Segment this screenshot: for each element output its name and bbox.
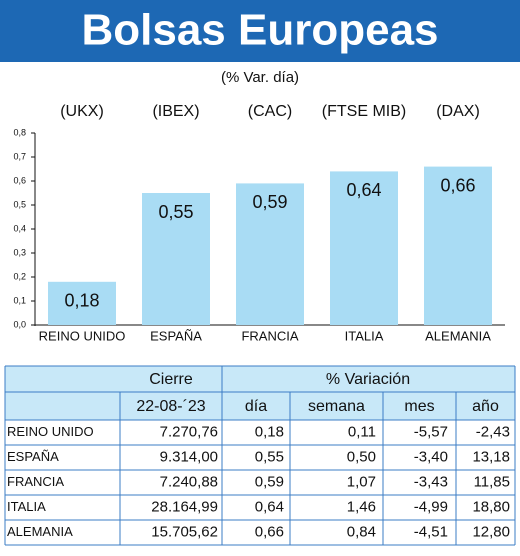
- table-cell: 0,84: [347, 523, 376, 540]
- x-tick-label: ESPAÑA: [150, 328, 202, 343]
- bar: [424, 166, 492, 325]
- x-tick-label: ALEMANIA: [425, 328, 491, 343]
- y-tick-label: 0,7: [13, 151, 26, 161]
- table-cell: 0,66: [255, 523, 284, 540]
- bar: [142, 193, 210, 325]
- y-tick-label: 0,4: [13, 223, 26, 233]
- y-tick-label: 0,0: [13, 319, 26, 329]
- table-cell: 18,80: [472, 498, 510, 515]
- table-header: semana: [308, 398, 365, 415]
- table-cell: 0,64: [255, 498, 284, 515]
- table-cell: 0,55: [255, 448, 284, 465]
- table-cell: 12,80: [472, 523, 510, 540]
- value-label: 0,64: [346, 180, 381, 200]
- table-cell: FRANCIA: [7, 474, 64, 489]
- table-cell: 1,07: [347, 473, 376, 490]
- ticker-label: (CAC): [248, 103, 292, 120]
- table-cell: 28.164,99: [151, 498, 218, 515]
- chart-subtitle: (% Var. día): [221, 69, 299, 86]
- value-label: 0,66: [440, 175, 475, 195]
- table-cell: ITALIA: [7, 499, 46, 514]
- table-cell: -3,40: [414, 448, 448, 465]
- table-header: 22-08-´23: [136, 398, 205, 415]
- y-tick-label: 0,1: [13, 295, 26, 305]
- table-cell: 0,11: [348, 423, 376, 440]
- title-banner: [0, 0, 520, 62]
- y-tick-label: 0,8: [13, 127, 26, 137]
- ticker-label: (UKX): [60, 103, 104, 120]
- table-group-header: % Variación: [326, 371, 410, 388]
- x-tick-label: REINO UNIDO: [39, 328, 126, 343]
- table-cell: 7.270,76: [160, 423, 218, 440]
- value-label: 0,55: [158, 202, 193, 222]
- table-group-header: Cierre: [149, 371, 193, 388]
- table-cell: 7.240,88: [160, 473, 218, 490]
- value-label: 0,59: [252, 192, 287, 212]
- value-label: 0,18: [64, 291, 99, 311]
- table-header: mes: [404, 398, 434, 415]
- y-tick-label: 0,6: [13, 175, 26, 185]
- table-cell: 13,18: [472, 448, 510, 465]
- table-cell: -2,43: [476, 423, 510, 440]
- table-cell: -4,51: [414, 523, 448, 540]
- table-cell: 9.314,00: [160, 448, 218, 465]
- table-cell: REINO UNIDO: [7, 424, 94, 439]
- chart-title: Bolsas Europeas: [81, 6, 438, 55]
- ticker-label: (DAX): [436, 103, 480, 120]
- bar: [330, 171, 398, 325]
- bar: [48, 281, 116, 325]
- y-tick-label: 0,3: [13, 247, 26, 257]
- y-tick-label: 0,5: [13, 199, 26, 209]
- x-tick-label: FRANCIA: [241, 328, 298, 343]
- bar: [236, 183, 304, 325]
- table-cell: 15.705,62: [151, 523, 218, 540]
- ticker-label: (FTSE MIB): [322, 103, 406, 120]
- table-cell: 11,85: [474, 473, 510, 490]
- table-cell: 0,18: [255, 423, 284, 440]
- y-tick-label: 0,2: [13, 271, 26, 281]
- table-header-bg: [5, 366, 515, 420]
- x-tick-label: ITALIA: [345, 328, 384, 343]
- table-header: día: [245, 398, 267, 415]
- table-cell: -4,99: [414, 498, 448, 515]
- table-cell: -3,43: [414, 473, 448, 490]
- table-cell: 1,46: [347, 498, 376, 515]
- table-header: año: [472, 398, 499, 415]
- table-cell: -5,57: [414, 423, 448, 440]
- table-cell: 0,59: [255, 473, 284, 490]
- table-cell: 0,50: [347, 448, 376, 465]
- table-cell: ESPAÑA: [7, 449, 59, 464]
- ticker-label: (IBEX): [152, 103, 199, 120]
- table-cell: ALEMANIA: [7, 524, 73, 539]
